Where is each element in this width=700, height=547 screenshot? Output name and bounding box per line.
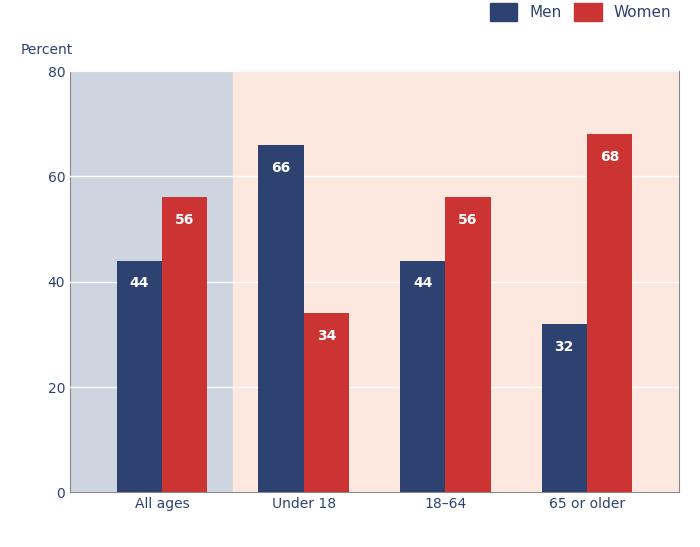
Bar [304, 313, 349, 492]
Bar [258, 145, 304, 492]
Text: 32: 32 [554, 340, 574, 353]
Text: Percent: Percent [21, 43, 74, 57]
Bar [445, 197, 491, 492]
Text: 34: 34 [316, 329, 336, 343]
Bar [400, 261, 445, 492]
Text: 44: 44 [130, 276, 149, 290]
Bar [162, 197, 207, 492]
Bar [587, 135, 632, 492]
Text: 56: 56 [175, 213, 195, 227]
Text: 44: 44 [413, 276, 433, 290]
Text: 56: 56 [458, 213, 477, 227]
Bar [542, 324, 587, 492]
Text: 66: 66 [272, 161, 290, 174]
Legend: Men, Women: Men, Women [490, 3, 671, 21]
Text: 68: 68 [600, 150, 620, 164]
Bar [117, 261, 162, 492]
Bar [70, 71, 233, 492]
Bar [233, 71, 679, 492]
